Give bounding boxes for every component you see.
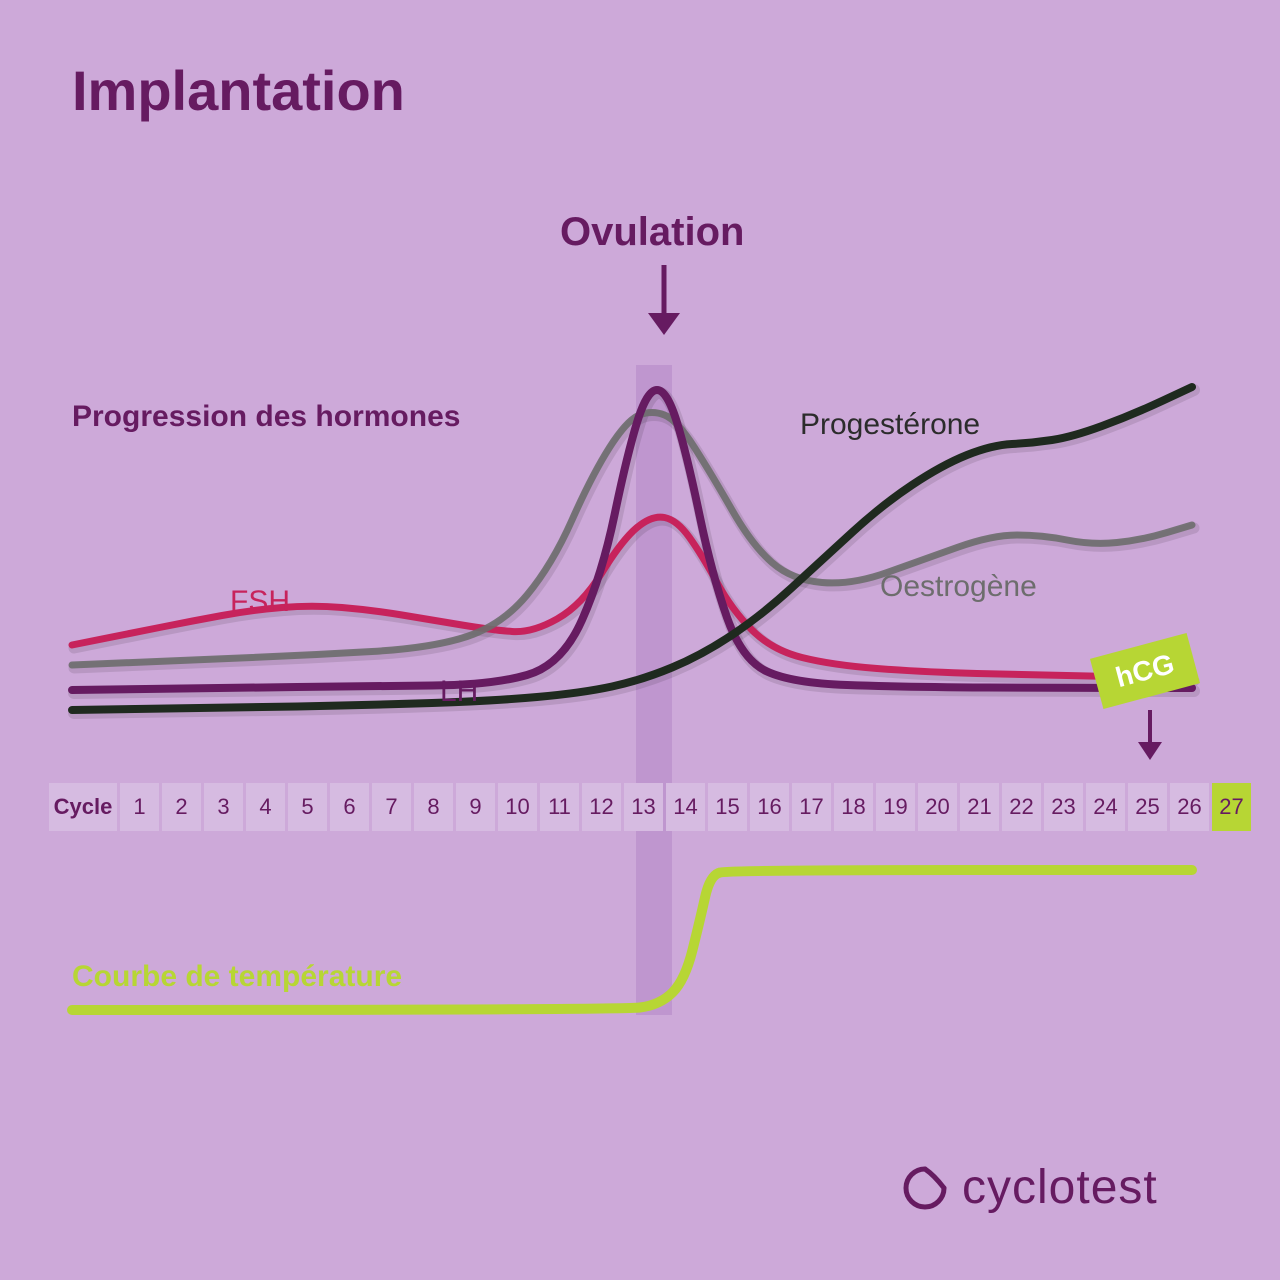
temperature-label: Courbe de température: [72, 960, 402, 994]
temperature-curve: [0, 0, 1280, 1280]
brand-logo: cyclotest: [900, 1160, 1158, 1215]
brand-icon: [900, 1163, 950, 1213]
brand-text: cyclotest: [962, 1160, 1158, 1215]
